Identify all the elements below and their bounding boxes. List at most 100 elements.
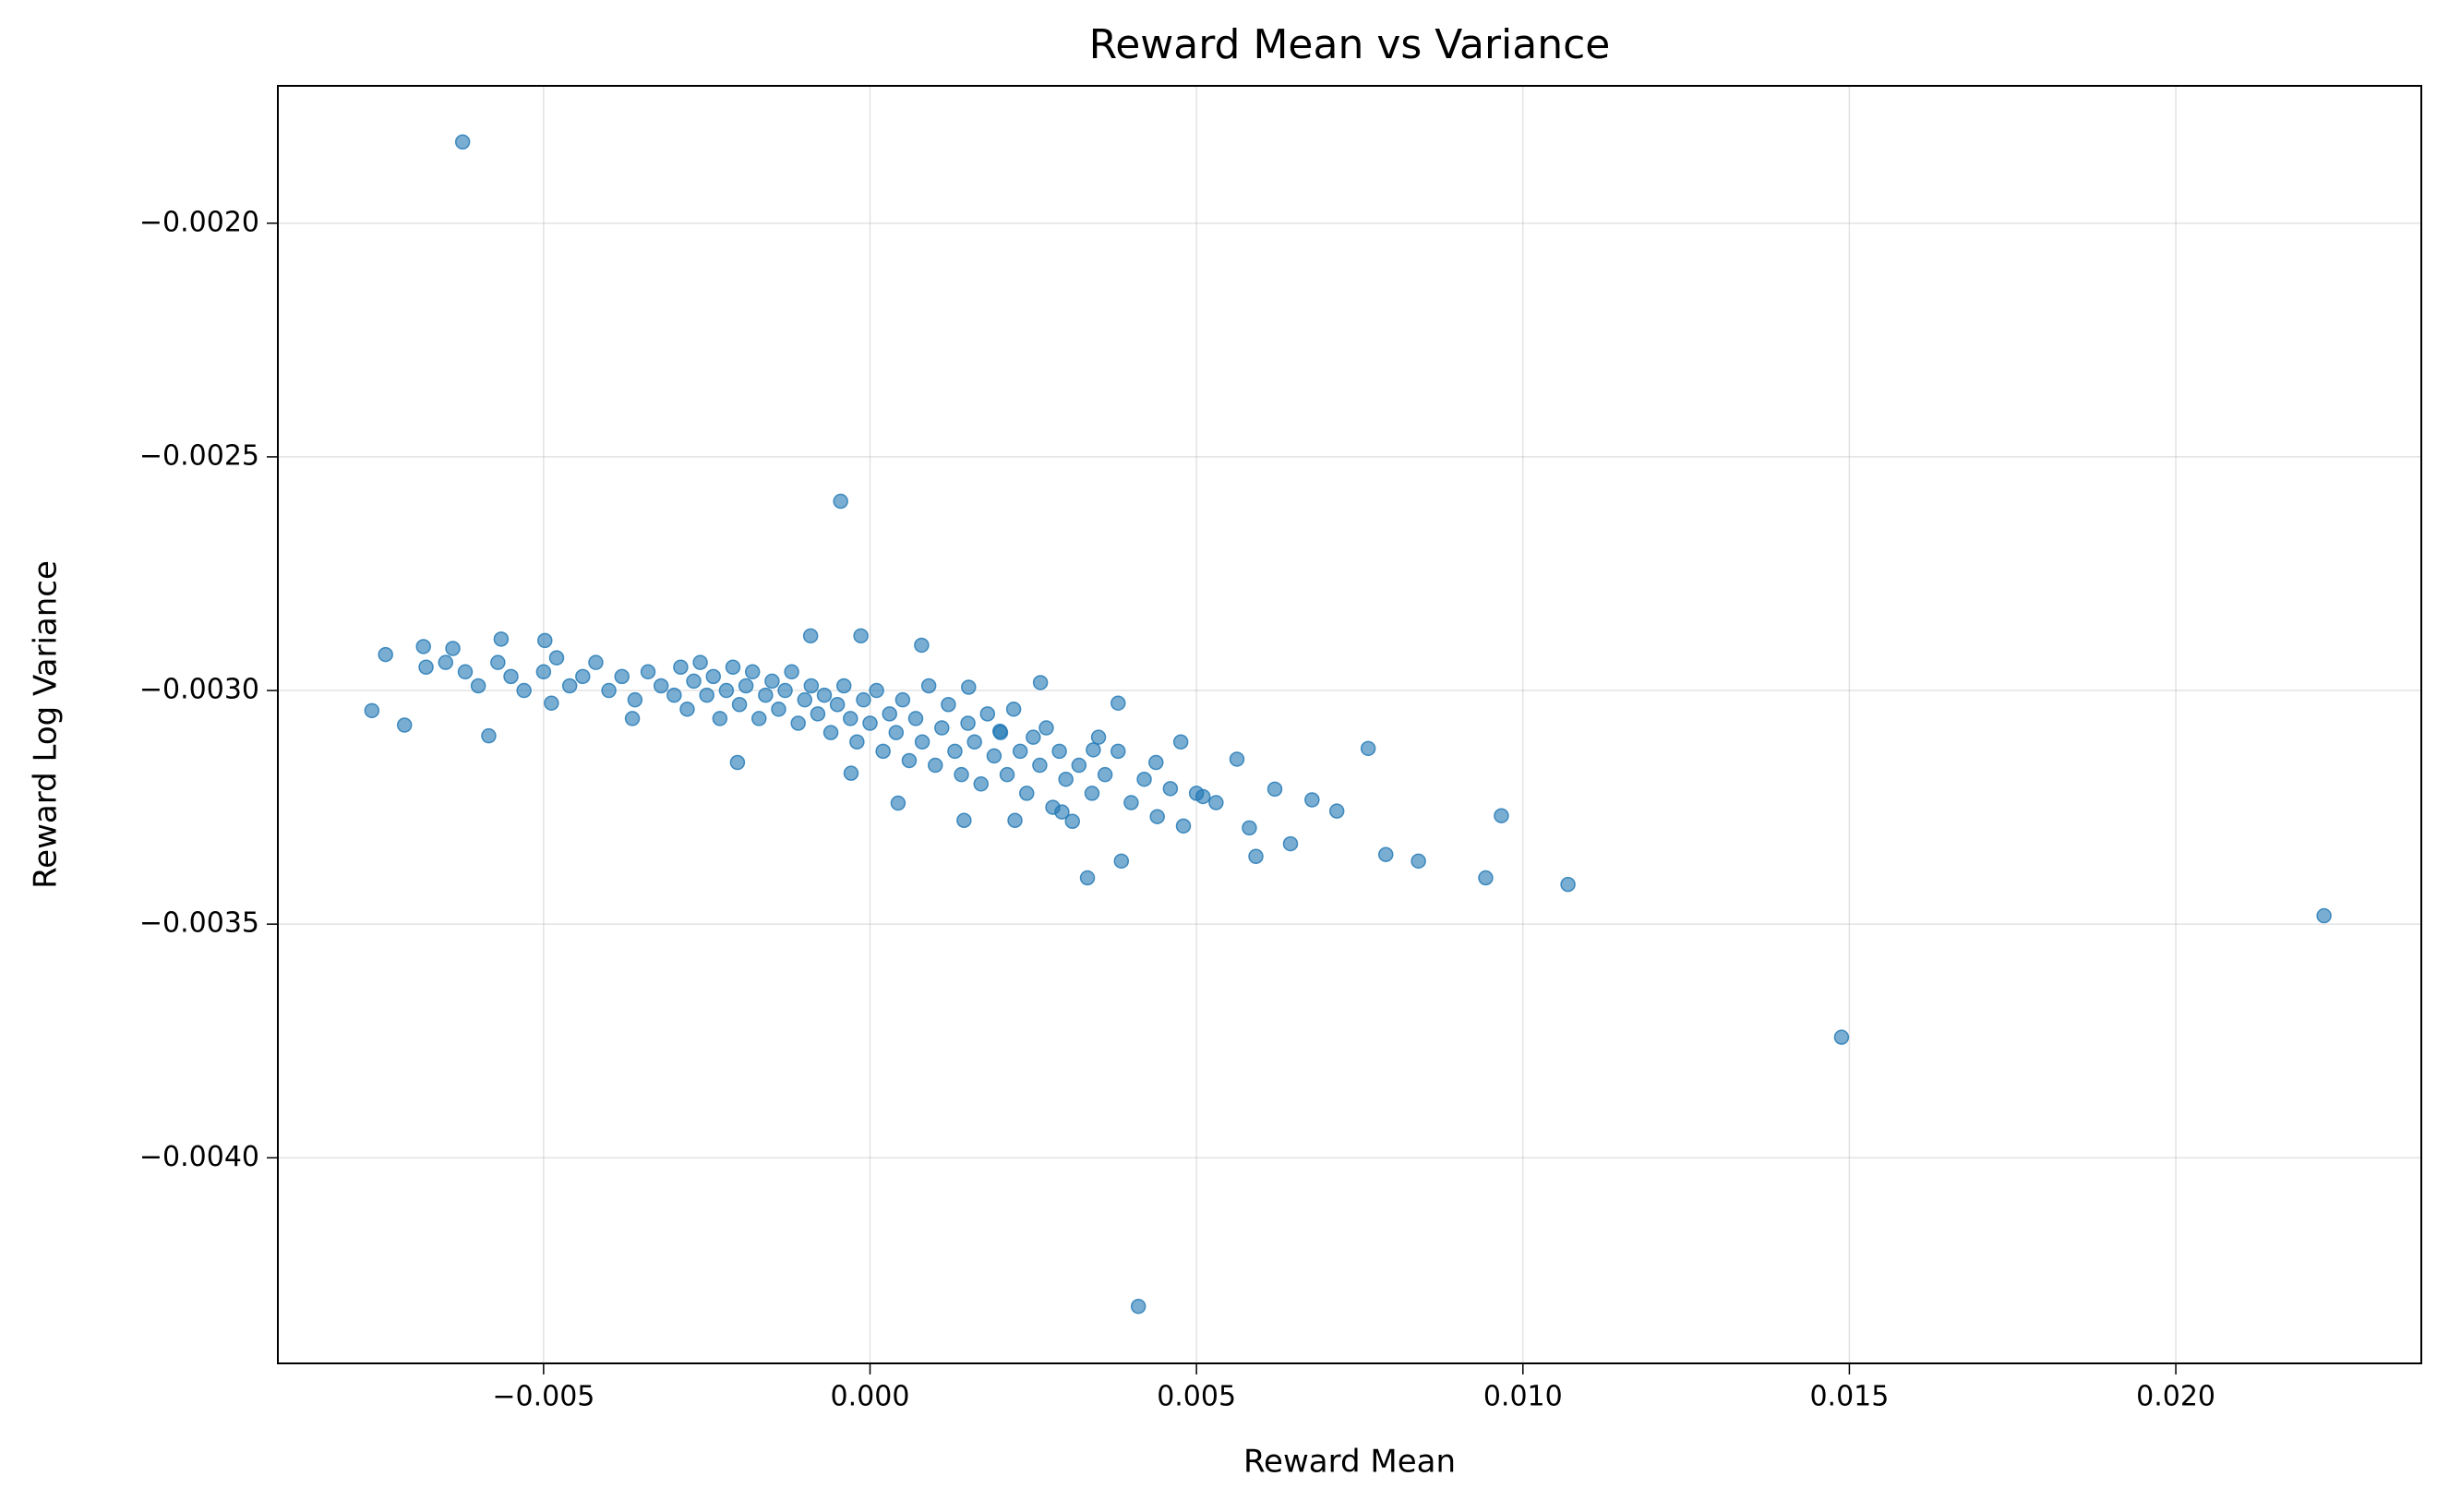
point: [843, 711, 858, 726]
point: [457, 664, 474, 680]
point: [1007, 812, 1023, 829]
point: [614, 668, 630, 685]
point: [1012, 743, 1028, 760]
point: [588, 654, 604, 670]
point: [1090, 729, 1107, 745]
point: [1360, 740, 1376, 757]
x-tick-label: −0.005: [492, 1381, 594, 1413]
point: [712, 711, 728, 726]
point: [973, 776, 989, 792]
point: [396, 717, 413, 733]
point: [1560, 876, 1576, 893]
point: [1032, 675, 1049, 690]
point: [1026, 729, 1041, 745]
point: [803, 678, 820, 694]
point: [992, 725, 1009, 740]
point: [862, 715, 878, 731]
point: [1110, 695, 1126, 711]
y-tick-label: −0.0020: [139, 206, 259, 238]
point: [1005, 702, 1022, 717]
point: [1038, 720, 1054, 736]
point: [601, 682, 617, 699]
point: [1019, 786, 1035, 801]
point: [470, 678, 486, 694]
point: [1188, 786, 1205, 801]
point: [835, 678, 852, 694]
point: [544, 695, 559, 711]
y-axis-label: Reward Log Variance: [28, 560, 65, 889]
point: [960, 715, 976, 731]
point: [869, 682, 884, 699]
point: [481, 727, 497, 744]
point: [751, 711, 767, 726]
point: [673, 659, 689, 675]
point: [1148, 754, 1164, 771]
point: [686, 673, 702, 690]
point: [718, 682, 735, 699]
point: [843, 765, 859, 781]
x-tick-label: 0.010: [1483, 1381, 1563, 1413]
point: [364, 702, 380, 719]
point: [1123, 795, 1139, 810]
x-tick-label: 0.005: [1157, 1381, 1236, 1413]
point: [516, 682, 532, 699]
x-tick-label: 0.020: [2136, 1381, 2215, 1413]
point: [575, 668, 591, 685]
point: [979, 706, 996, 722]
point: [1084, 786, 1100, 801]
point: [537, 632, 553, 649]
point: [699, 687, 714, 703]
point: [927, 757, 943, 774]
point: [1097, 766, 1113, 783]
point: [797, 691, 813, 708]
point: [956, 812, 972, 829]
point: [653, 678, 669, 694]
x-tick-label: 0.015: [1809, 1381, 1889, 1413]
point: [914, 734, 930, 750]
x-tick-label: 0.000: [831, 1381, 910, 1413]
point: [1267, 781, 1283, 798]
point: [947, 743, 963, 760]
point: [882, 706, 897, 722]
point: [438, 654, 454, 670]
point: [1162, 781, 1179, 797]
point: [738, 678, 754, 694]
point: [378, 646, 393, 663]
point: [1045, 799, 1061, 815]
point: [679, 702, 695, 717]
point: [744, 664, 761, 680]
point: [1051, 743, 1067, 760]
point: [1229, 751, 1245, 767]
point: [784, 664, 799, 680]
point: [490, 654, 506, 670]
point: [731, 696, 748, 713]
plot-frame: [277, 85, 2422, 1364]
point: [764, 673, 780, 690]
point: [624, 711, 641, 726]
y-tick-label: −0.0040: [139, 1141, 259, 1173]
point: [705, 668, 722, 685]
point: [810, 706, 826, 722]
point: [833, 493, 848, 510]
point: [1149, 809, 1165, 824]
point: [907, 711, 924, 726]
point: [627, 691, 643, 708]
point: [418, 659, 434, 675]
point: [822, 725, 839, 740]
point: [920, 678, 937, 694]
point: [1172, 734, 1189, 750]
point: [829, 696, 846, 713]
point: [1136, 771, 1152, 787]
point: [640, 664, 656, 680]
y-tick-label: −0.0025: [139, 439, 259, 472]
point: [790, 715, 806, 731]
point: [493, 631, 510, 647]
point: [966, 734, 982, 750]
x-axis-label: Reward Mean: [1243, 1444, 1456, 1481]
point: [1086, 742, 1101, 758]
point: [875, 743, 891, 760]
point: [415, 639, 431, 654]
point: [1478, 870, 1494, 886]
y-tick-label: −0.0035: [139, 907, 259, 940]
